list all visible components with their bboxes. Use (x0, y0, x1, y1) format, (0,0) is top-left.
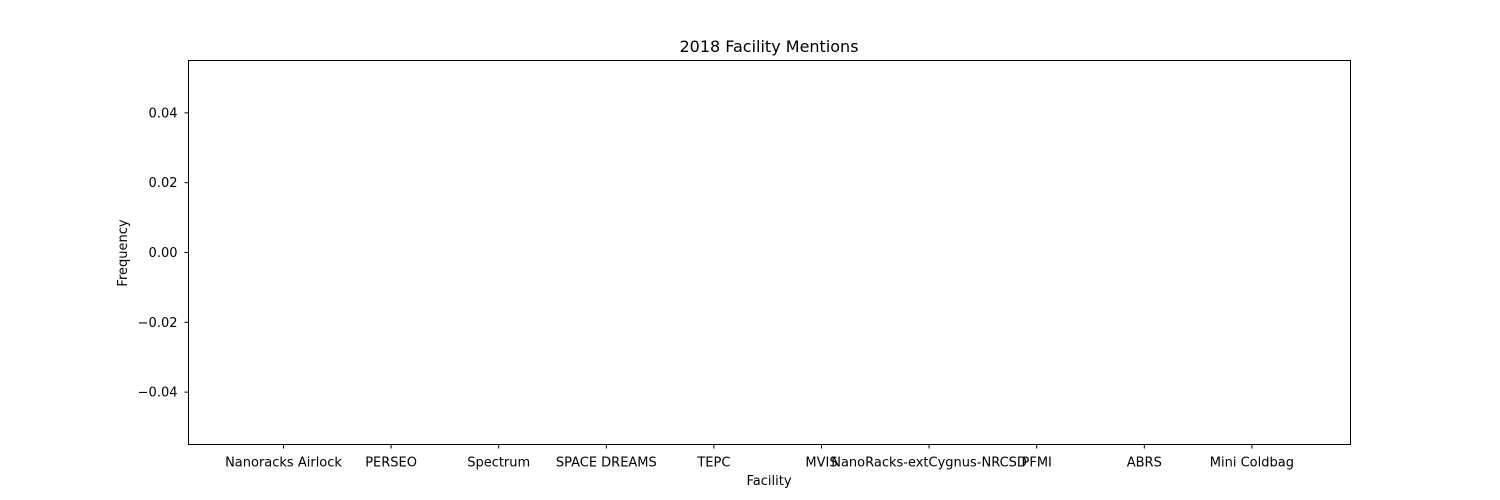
plot-area (188, 60, 1351, 445)
x-tick-label: Nanoracks Airlock (225, 456, 342, 471)
y-axis: 0.04 0.02 0.00 −0.02 −0.04 (138, 106, 189, 401)
y-tick-label: −0.02 (138, 316, 178, 331)
y-tick-label: 0.04 (149, 106, 178, 121)
y-axis-label: Frequency (116, 219, 131, 286)
x-tick-label: TEPC (696, 456, 730, 471)
x-tick-label: ABRS (1127, 456, 1162, 471)
x-tick-label: MVIS (805, 456, 837, 471)
x-tick-label: PERSEO (365, 456, 417, 471)
x-tick-label: SPACE DREAMS (556, 456, 657, 471)
x-tick-label: NanoRacks-extCygnus-NRCSD (831, 456, 1027, 471)
x-axis: Nanoracks Airlock PERSEO Spectrum SPACE DRE… (225, 444, 1294, 471)
x-axis-label: Facility (746, 474, 791, 489)
y-tick-label: 0.00 (149, 246, 178, 261)
x-tick-label: PFMI (1022, 456, 1052, 471)
y-tick-label: −0.04 (138, 386, 178, 401)
y-tick-label: 0.02 (149, 176, 178, 191)
x-tick-label: Spectrum (467, 456, 530, 471)
x-tick-label: Mini Coldbag (1210, 456, 1294, 471)
chart-title: 2018 Facility Mentions (679, 37, 858, 56)
